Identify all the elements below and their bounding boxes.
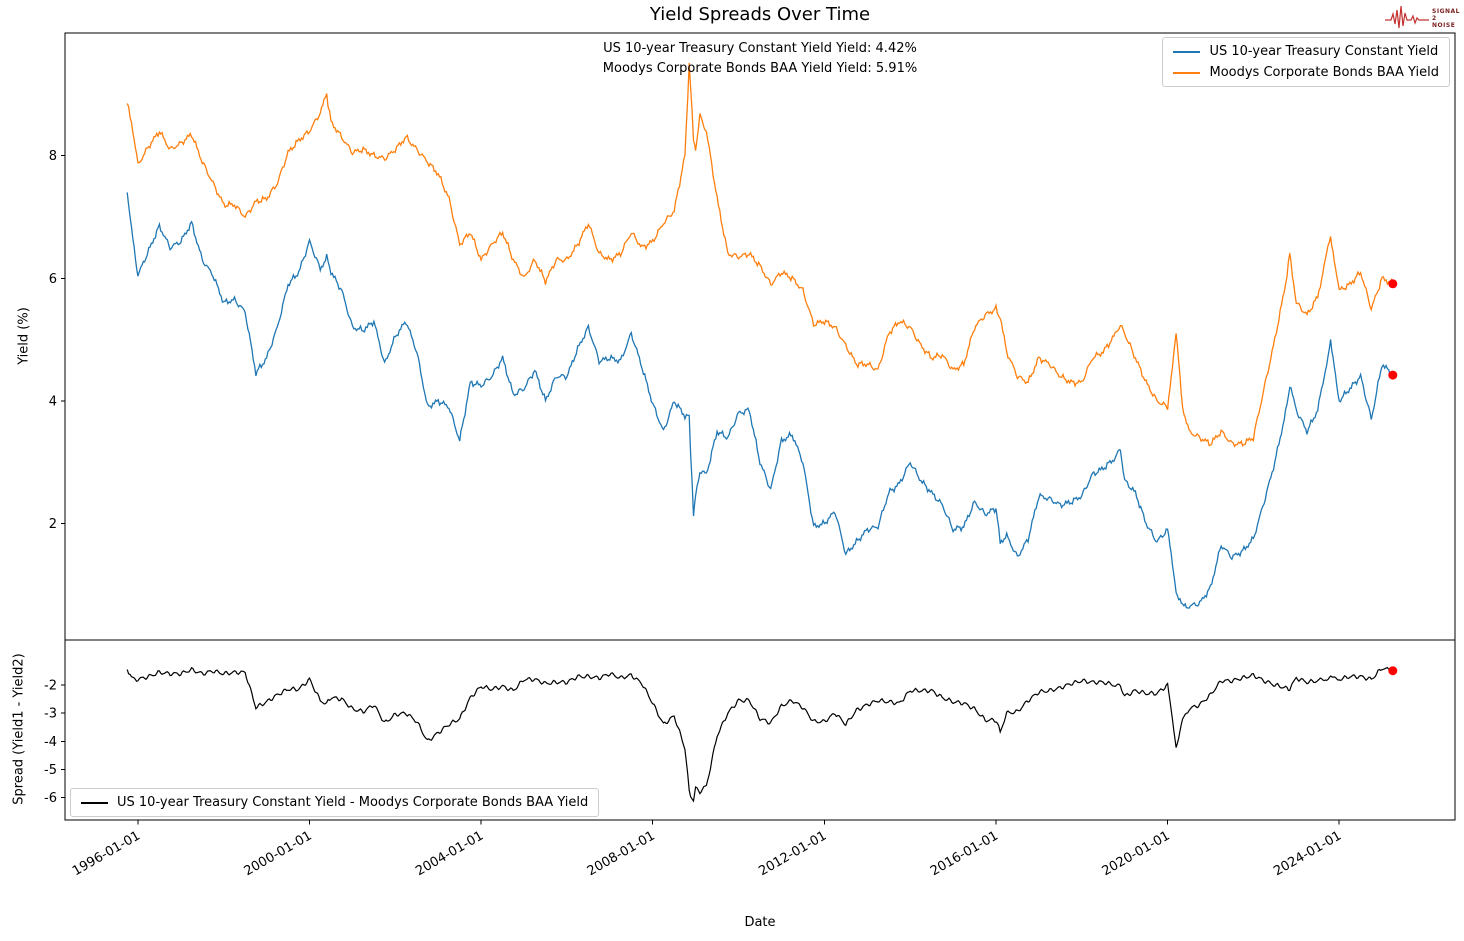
y-tick-label: -4	[44, 735, 57, 750]
x-tick-label: 1996-01-01	[70, 828, 143, 879]
baa-yield-line	[126, 62, 1394, 448]
spread-line	[126, 666, 1394, 803]
legend-entry-baa: Moodys Corporate Bonds BAA Yield	[1173, 65, 1439, 80]
treasury-yield-line	[126, 192, 1394, 609]
x-tick-label: 2008-01-01	[585, 828, 658, 879]
spread-end-marker	[1388, 666, 1398, 676]
treasury-line-swatch	[1173, 50, 1201, 53]
spread-line-swatch	[81, 801, 108, 804]
legend-entry-spread: US 10-year Treasury Constant Yield - Moo…	[81, 795, 588, 810]
x-tick-label: 2012-01-01	[756, 828, 829, 879]
y-tick-label: -6	[44, 791, 57, 806]
legend-label-spread: US 10-year Treasury Constant Yield - Moo…	[117, 795, 589, 810]
y-tick-label: 4	[49, 394, 57, 409]
logo-text: SIGNAL 2 NOISE	[1432, 8, 1460, 29]
baa-end-marker	[1388, 279, 1398, 289]
treasury-end-marker	[1388, 370, 1398, 380]
x-axis-label: Date	[744, 915, 776, 930]
x-tick-label: 2016-01-01	[928, 828, 1001, 879]
legend-top: US 10-year Treasury Constant Yield Moody…	[1162, 37, 1450, 87]
x-tick-label: 2000-01-01	[242, 828, 315, 879]
logo-line-1: SIGNAL	[1432, 7, 1460, 15]
x-tick-label: 2020-01-01	[1100, 828, 1173, 879]
legend-label-baa: Moodys Corporate Bonds BAA Yield	[1209, 65, 1439, 80]
y-tick-label: 2	[49, 517, 57, 532]
y-tick-label: 6	[49, 272, 57, 287]
legend-bottom: US 10-year Treasury Constant Yield - Moo…	[70, 788, 600, 817]
legend-entry-treasury: US 10-year Treasury Constant Yield	[1173, 44, 1439, 59]
y-axis-label-yield: Yield (%)	[16, 307, 32, 365]
axes-spine-panel-1	[64, 639, 1456, 821]
legend-label-treasury: US 10-year Treasury Constant Yield	[1209, 44, 1439, 59]
logo-line-3: NOISE	[1432, 21, 1456, 29]
signal-to-noise-logo: SIGNAL 2 NOISE	[1384, 3, 1460, 33]
y-axis-label-spread: Spread (Yield1 - Yield2)	[11, 653, 27, 805]
logo-line-2: 2	[1432, 14, 1437, 22]
baa-line-swatch	[1173, 71, 1201, 74]
y-tick-label: -3	[44, 707, 57, 722]
waveform-icon	[1385, 5, 1430, 29]
chart-title: Yield Spreads Over Time	[649, 4, 871, 25]
x-tick-label: 2004-01-01	[413, 828, 486, 879]
y-tick-label: -2	[44, 679, 57, 694]
x-tick-label: 2024-01-01	[1271, 828, 1344, 879]
y-tick-label: 8	[49, 149, 57, 164]
y-tick-label: -5	[44, 763, 57, 778]
